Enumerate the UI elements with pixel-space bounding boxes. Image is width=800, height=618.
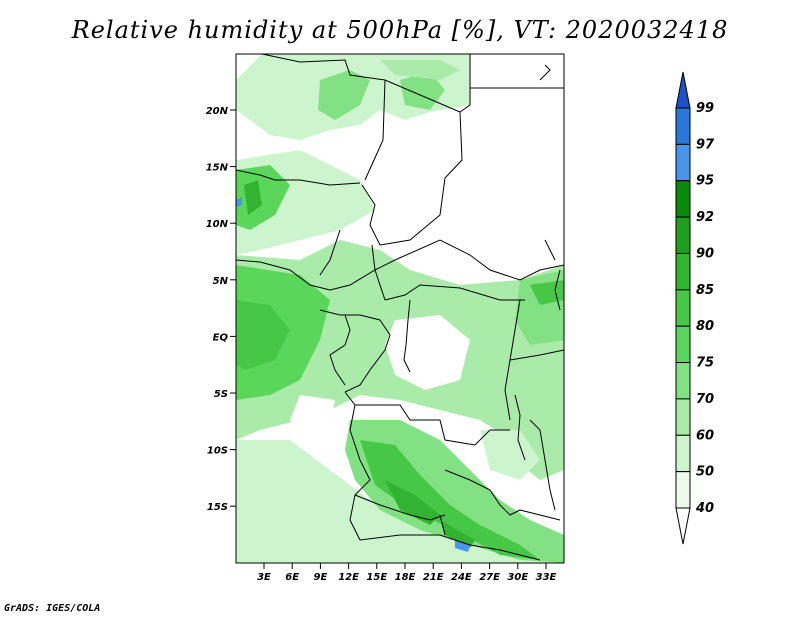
lat-tick-label: 20N [206, 106, 229, 117]
lon-tick-label: 9E [314, 572, 328, 583]
colorbar-label: 50 [696, 465, 714, 480]
lon-tick-label: 27E [479, 572, 500, 583]
colorbar-segment [675, 252, 691, 291]
lat-tick-label: 10S [207, 446, 228, 457]
lat-tick-label: 15S [207, 502, 228, 513]
colorbar-segment [675, 471, 691, 509]
lon-tick-label: 12E [338, 572, 359, 583]
colorbar-label: 90 [696, 246, 714, 261]
colorbar-label: 80 [696, 319, 714, 334]
lon-tick-label: 24E [451, 572, 472, 583]
colorbar-label: 85 [696, 283, 714, 298]
colorbar-label: 97 [696, 137, 715, 152]
map-title: Relative humidity at 500hPa [%], VT: 202… [71, 16, 729, 44]
lon-tick-label: 30E [507, 572, 528, 583]
humidity-fill-field [236, 54, 564, 563]
lon-tick-label: 18E [395, 572, 416, 583]
colorbar-label: 99 [696, 101, 714, 116]
colorbar-top-arrow [675, 71, 691, 109]
colorbar-segment [675, 143, 691, 182]
lat-tick-label: 5S [214, 389, 228, 400]
country-borders [235, 53, 565, 561]
colorbar-segment [675, 289, 691, 327]
colorbar-bottom-arrow [675, 507, 691, 545]
longitude-axis: 3E 6E 9E 12E 15E 18E 21E 24E 27E 30E 33E [257, 563, 557, 583]
lon-tick-label: 3E [257, 572, 271, 583]
colorbar-segment [675, 107, 691, 145]
colorbar-segment [675, 362, 691, 400]
lat-tick-label: 5N [213, 276, 229, 287]
colorbar-segment [675, 216, 691, 254]
plot-frame [235, 53, 565, 564]
colorbar-segment [675, 434, 691, 473]
colorbar-label: 60 [696, 428, 714, 443]
colorbar-label: 70 [696, 392, 714, 407]
lon-tick-label: 6E [285, 572, 299, 583]
grads-credit: GrADS: IGES/COLA [4, 603, 101, 614]
colorbar-segment [675, 325, 691, 364]
lat-tick-label: 15N [206, 163, 229, 174]
lat-tick-label: EQ [213, 332, 229, 343]
lon-tick-label: 33E [536, 572, 557, 583]
lon-tick-label: 15E [366, 572, 387, 583]
latitude-axis: 20N 15N 10N 5N EQ 5S 10S 15S [206, 106, 236, 513]
colorbar-segment [675, 180, 691, 218]
colorbar-segment [675, 398, 691, 436]
lat-tick-label: 10N [206, 219, 229, 230]
lon-tick-label: 21E [423, 572, 444, 583]
colorbar-label: 75 [696, 356, 714, 371]
colorbar-label: 40 [695, 501, 714, 516]
colorbar-label: 95 [696, 174, 714, 189]
colorbar-label: 92 [696, 210, 714, 225]
